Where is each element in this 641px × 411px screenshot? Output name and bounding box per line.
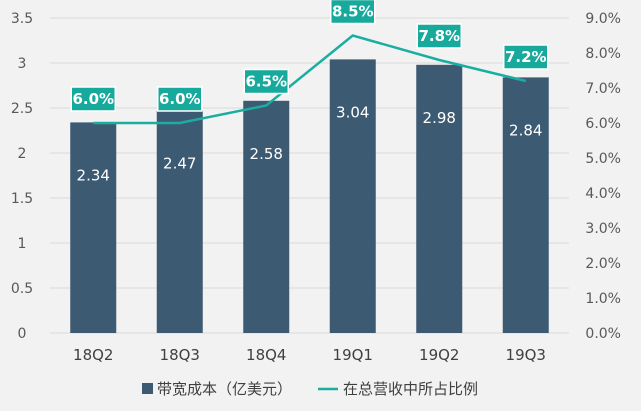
x-label-19Q2: 19Q2 bbox=[419, 346, 459, 364]
legend-bar-label: 带宽成本（亿美元） bbox=[157, 380, 292, 398]
percentage-line-path bbox=[93, 34, 527, 125]
right-tick-label: 5.0% bbox=[585, 151, 621, 167]
bar-18Q3 bbox=[156, 110, 203, 333]
left-tick-label: 3.5 bbox=[11, 11, 33, 27]
bar-value-label: 2.47 bbox=[163, 155, 196, 173]
right-tick-label: 3.0% bbox=[585, 221, 621, 237]
left-tick-label: 1 bbox=[18, 236, 27, 252]
right-tick-label: 8.0% bbox=[585, 46, 621, 62]
pct-label: 6.0% bbox=[159, 90, 201, 108]
bars: 2.34 2.47 2.58 3.04 2.98 2.84 bbox=[70, 59, 549, 334]
bar-value-label: 2.58 bbox=[250, 145, 283, 163]
pct-label: 7.2% bbox=[505, 48, 547, 66]
pct-label: 6.0% bbox=[72, 90, 114, 108]
left-tick-label: 1.5 bbox=[11, 191, 33, 207]
right-tick-label: 4.0% bbox=[585, 186, 621, 202]
left-axis-ticks: 0 0.5 1 1.5 2 2.5 3 3.5 bbox=[11, 11, 33, 342]
left-tick-label: 0.5 bbox=[11, 281, 33, 297]
bar-19Q3 bbox=[502, 77, 549, 334]
gridlines bbox=[50, 17, 569, 334]
bar-18Q4 bbox=[243, 100, 290, 333]
left-tick-label: 3 bbox=[18, 56, 27, 72]
legend-bar-swatch bbox=[142, 383, 153, 394]
bar-value-label: 3.04 bbox=[336, 103, 369, 121]
bar-value-label: 2.98 bbox=[423, 109, 456, 127]
pct-label-box bbox=[70, 86, 116, 112]
legend: 带宽成本（亿美元） 在总营收中所占比例 bbox=[142, 380, 478, 398]
bar-value-label: 2.84 bbox=[509, 121, 542, 139]
right-tick-label: 6.0% bbox=[585, 116, 621, 132]
right-tick-label: 7.0% bbox=[585, 81, 621, 97]
bar-19Q2 bbox=[416, 64, 463, 334]
left-tick-label: 2 bbox=[18, 146, 27, 162]
right-tick-label: 9.0% bbox=[585, 11, 621, 27]
x-label-18Q4: 18Q4 bbox=[246, 346, 286, 364]
legend-line-label: 在总营收中所占比例 bbox=[343, 380, 478, 398]
bar-value-label: 2.34 bbox=[77, 166, 110, 184]
percentage-line: 6.0% 6.0% 6.5% 8.5% 7.8% 7.2% bbox=[70, 0, 549, 125]
left-tick-label: 2.5 bbox=[11, 101, 33, 117]
x-label-18Q3: 18Q3 bbox=[160, 346, 200, 364]
pct-label: 8.5% bbox=[332, 3, 374, 21]
pct-label-box bbox=[157, 86, 203, 112]
pct-label-box bbox=[243, 68, 289, 95]
pct-label-box bbox=[416, 23, 462, 49]
right-tick-label: 1.0% bbox=[585, 291, 621, 307]
pct-label-box bbox=[503, 44, 549, 70]
pct-label: 6.5% bbox=[245, 73, 287, 91]
bar-18Q2 bbox=[70, 122, 117, 334]
right-axis-ticks: 0.0% 1.0% 2.0% 3.0% 4.0% 5.0% 6.0% 7.0% 8.0% 9.0% bbox=[585, 11, 621, 342]
right-tick-label: 2.0% bbox=[585, 256, 621, 272]
x-axis-labels: 18Q2 18Q3 18Q4 19Q1 19Q2 19Q3 bbox=[73, 346, 546, 364]
x-label-18Q2: 18Q2 bbox=[73, 346, 113, 364]
right-tick-label: 0.0% bbox=[585, 326, 621, 342]
x-label-19Q3: 19Q3 bbox=[506, 346, 546, 364]
x-label-19Q1: 19Q1 bbox=[333, 346, 373, 364]
bar-19Q1 bbox=[329, 59, 376, 334]
pct-label: 7.8% bbox=[418, 27, 460, 45]
pct-label-box bbox=[330, 0, 376, 25]
left-tick-label: 0 bbox=[18, 326, 27, 342]
